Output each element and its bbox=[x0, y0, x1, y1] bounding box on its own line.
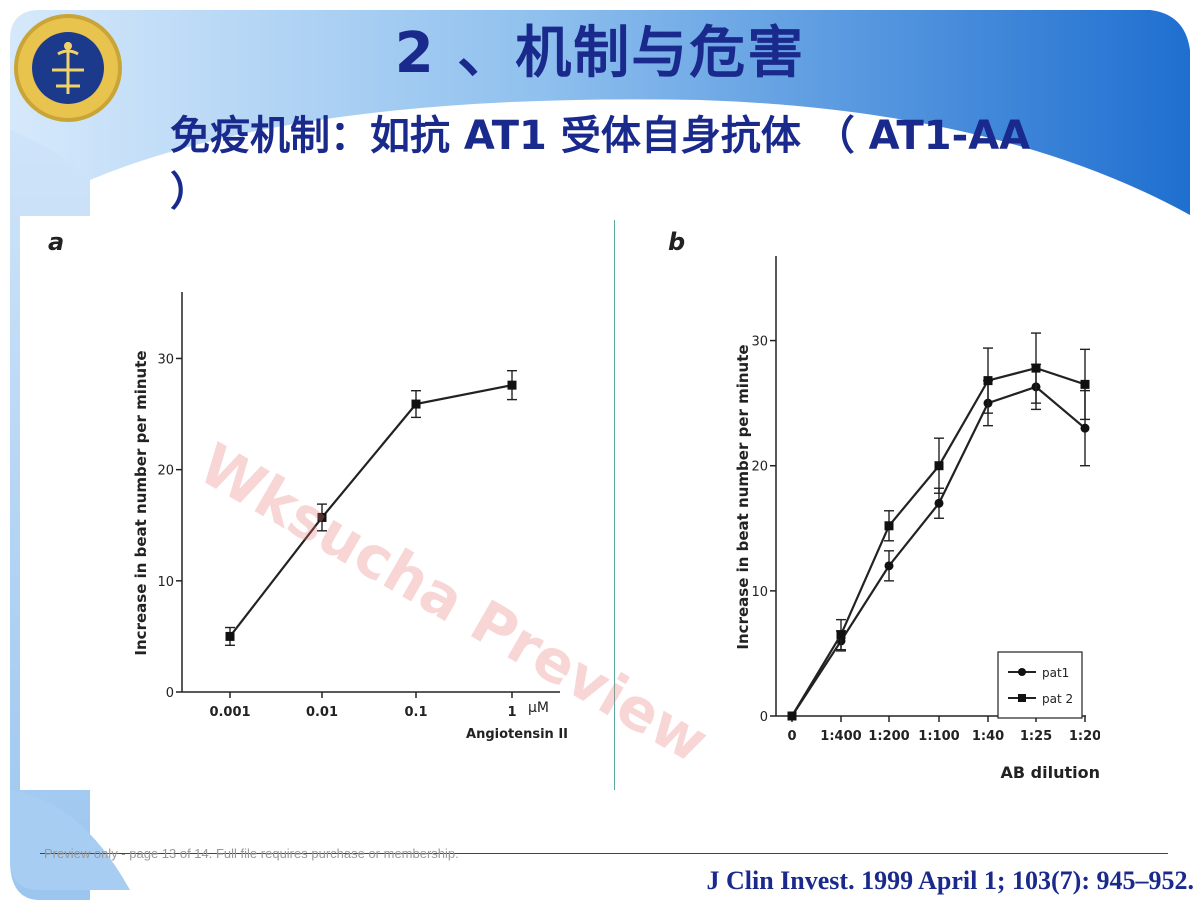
figure-divider bbox=[614, 220, 615, 790]
data-point bbox=[507, 380, 517, 390]
x-tick-label: 1 bbox=[507, 705, 516, 720]
y-tick-label: 30 bbox=[157, 352, 174, 367]
data-point bbox=[411, 399, 421, 409]
chart-a: a 0 10 20 30 0.001 0.01 0.1 1 Increase in beat nu… bbox=[48, 228, 568, 742]
bottom-curve bbox=[10, 790, 130, 890]
y-axis-label: Increase in beat number per minute bbox=[734, 344, 752, 649]
panel-label: a bbox=[48, 228, 64, 256]
footer-rule bbox=[40, 853, 1168, 854]
x-axis-label: AB dilution bbox=[1001, 763, 1100, 782]
data-point bbox=[1031, 363, 1041, 373]
legend-marker bbox=[1018, 694, 1026, 702]
data-point bbox=[884, 521, 894, 531]
x-tick-label: 1:20 bbox=[1069, 729, 1100, 744]
hospital-seal-icon bbox=[14, 14, 122, 122]
y-tick-label: 20 bbox=[751, 460, 768, 475]
data-point bbox=[1080, 423, 1090, 433]
x-tick-label: 0.001 bbox=[209, 705, 250, 720]
x-tick-label: 1:40 bbox=[972, 729, 1004, 744]
data-point bbox=[934, 498, 944, 508]
chart-b: b 0 10 20 30 0 1:400 1:200 1:100 1:40 1:25 1:20 Incr… bbox=[668, 228, 1100, 782]
slide-title: 2 、机制与危害 bbox=[394, 21, 806, 86]
data-point bbox=[884, 561, 894, 571]
x-tick-label: 1:400 bbox=[820, 729, 861, 744]
x-tick-label: 1:100 bbox=[918, 729, 959, 744]
data-point bbox=[225, 631, 235, 641]
data-point bbox=[317, 512, 327, 522]
data-point bbox=[1080, 379, 1090, 389]
y-tick-label: 10 bbox=[751, 585, 768, 600]
x-tick-label: 0.01 bbox=[306, 705, 338, 720]
data-point bbox=[934, 461, 944, 471]
x-tick-label: 0 bbox=[787, 729, 796, 744]
y-tick-label: 20 bbox=[157, 464, 174, 479]
series-line-1 bbox=[229, 384, 513, 638]
legend-marker bbox=[1018, 668, 1026, 676]
x-tick-label: 0.1 bbox=[404, 705, 427, 720]
y-tick-label: 10 bbox=[157, 575, 174, 590]
header-band bbox=[10, 10, 1190, 900]
y-tick-label: 0 bbox=[760, 710, 768, 725]
x-axis-label: Angiotensin II bbox=[466, 727, 568, 742]
data-point bbox=[983, 376, 993, 386]
data-point bbox=[787, 711, 797, 721]
x-tick-label: 1:25 bbox=[1020, 729, 1052, 744]
x-tick-label: 1:200 bbox=[868, 729, 909, 744]
panel-label: b bbox=[668, 228, 685, 256]
figure-panel: a 0 10 20 30 0.001 0.01 0.1 1 Increase in beat nu… bbox=[20, 216, 1100, 790]
preview-note: Preview only - page 13 of 14. Full file … bbox=[44, 846, 459, 861]
x-unit-label: µM bbox=[528, 700, 549, 716]
slide-subtitle: 免疫机制：如抗 AT1 受体自身抗体 （ AT1-AA ） bbox=[170, 113, 1031, 215]
legend-box bbox=[997, 651, 1083, 719]
legend-label: pat 2 bbox=[1042, 692, 1073, 706]
y-tick-label: 30 bbox=[751, 335, 768, 350]
citation: J Clin Invest. 1999 April 1; 103(7): 945… bbox=[706, 866, 1195, 895]
y-tick-label: 0 bbox=[166, 686, 174, 701]
data-point bbox=[836, 630, 846, 640]
legend-label: pat1 bbox=[1042, 666, 1069, 680]
y-axis-label: Increase in beat number per minute bbox=[132, 350, 150, 655]
